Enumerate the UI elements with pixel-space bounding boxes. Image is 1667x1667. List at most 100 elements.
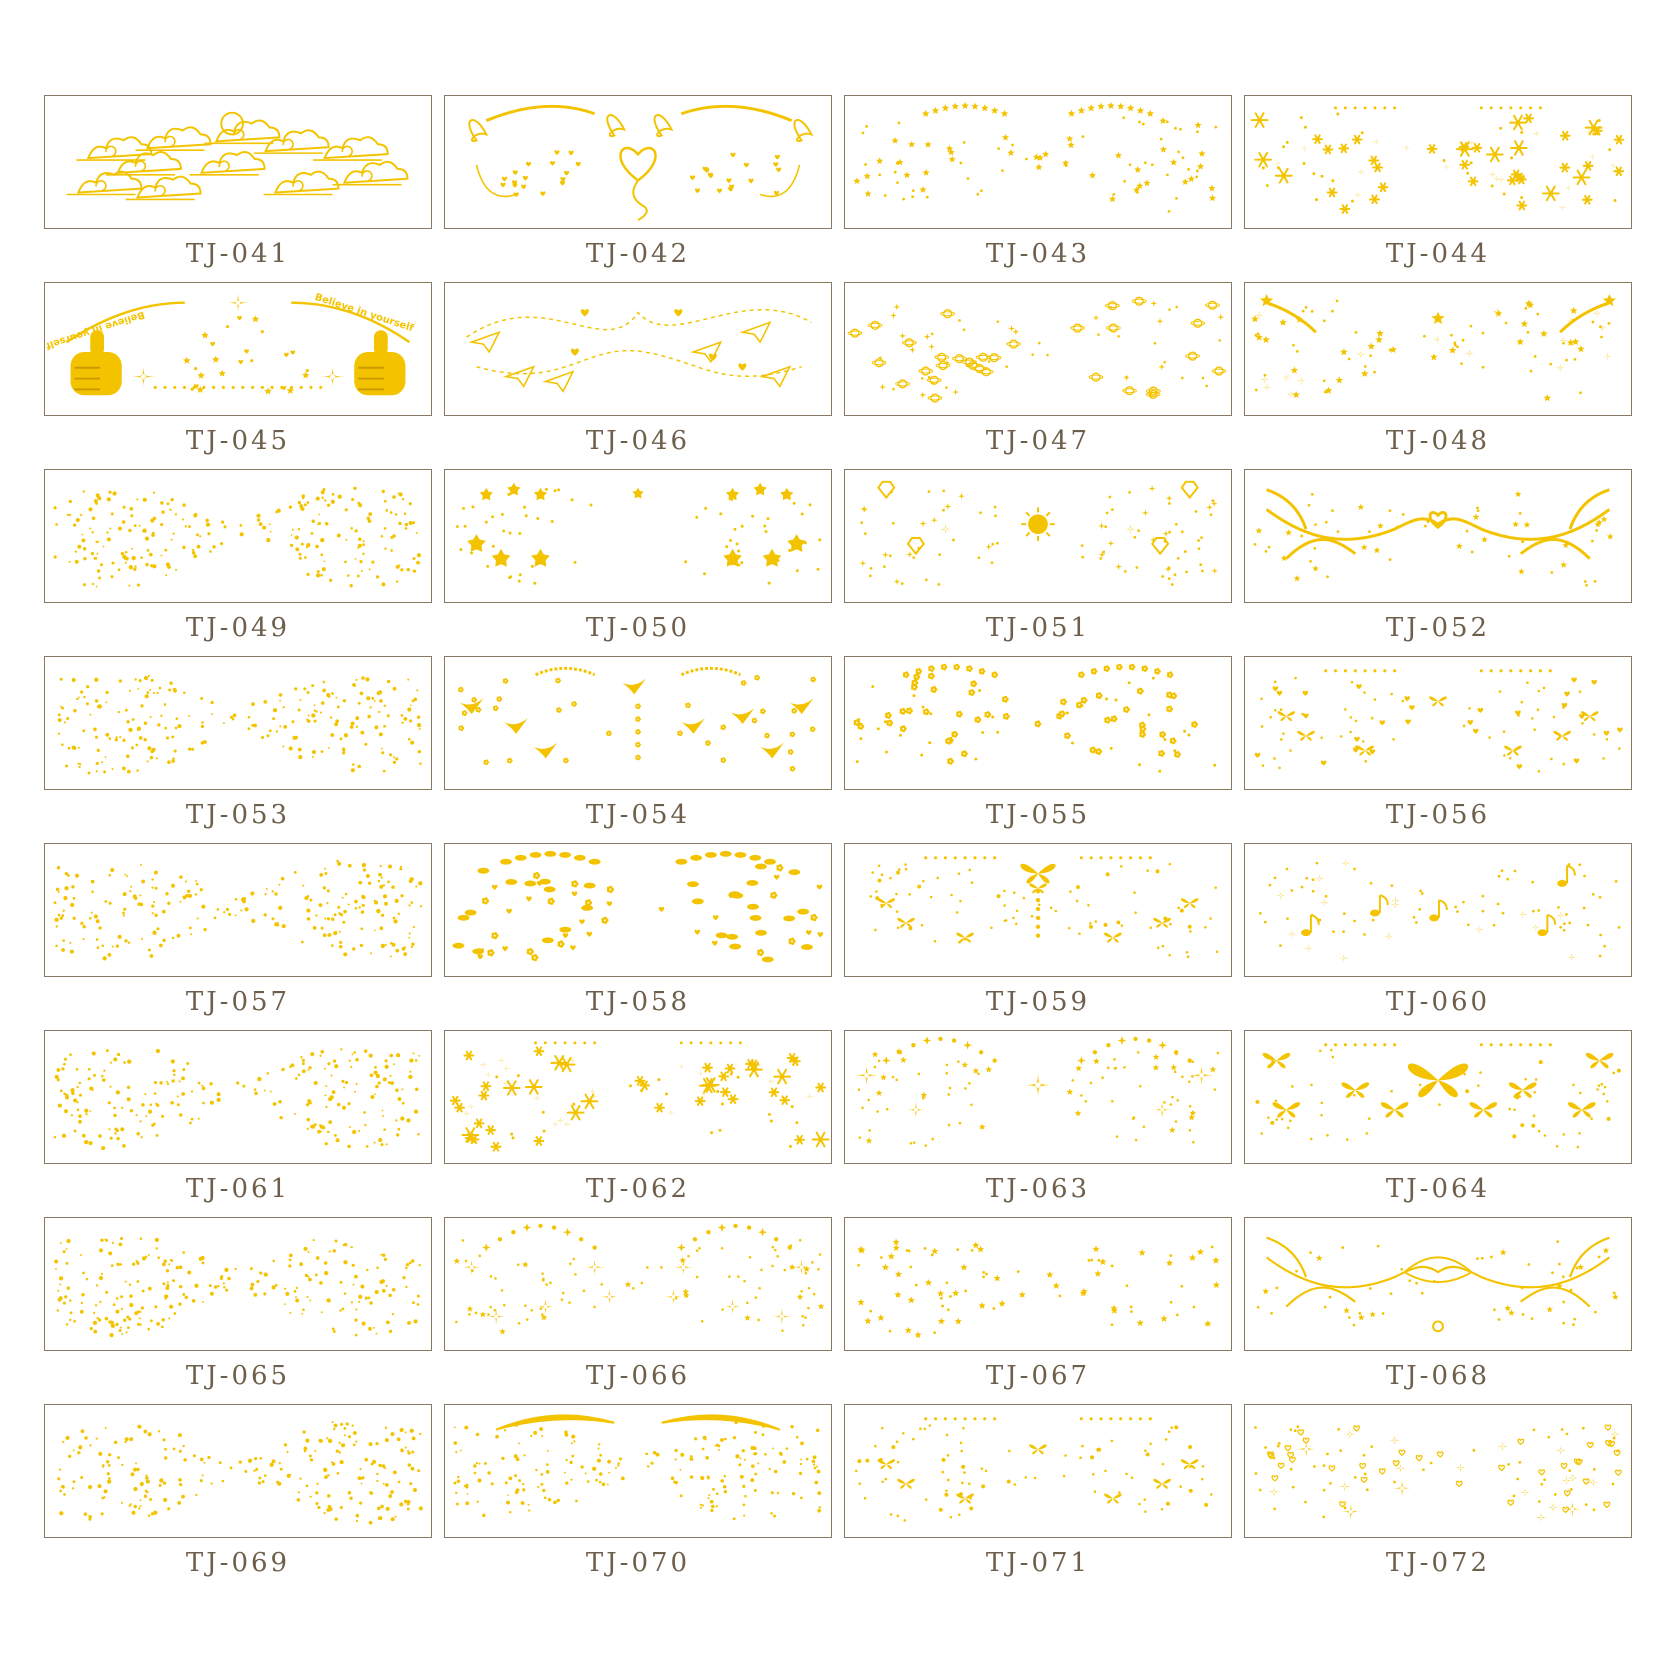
sticker-preview-tj-054[interactable] bbox=[444, 656, 832, 790]
sticker-design bbox=[869, 856, 1219, 958]
sticker-artwork bbox=[54, 1236, 421, 1338]
slogan-right-text: Believe in yourself bbox=[313, 292, 415, 335]
sticker-artwork bbox=[449, 1041, 830, 1152]
sticker-preview-tj-068[interactable] bbox=[1244, 1217, 1632, 1351]
sticker-item: TJ-056 bbox=[1244, 656, 1632, 832]
sticker-preview-tj-045[interactable]: Believe in yourself Believe in yourself bbox=[44, 282, 432, 416]
sticker-artwork bbox=[853, 101, 1218, 213]
sticker-design bbox=[455, 482, 822, 585]
sticker-preview-tj-062[interactable] bbox=[444, 1030, 832, 1164]
sticker-design: Believe in yourself Believe in yourself bbox=[45, 291, 416, 396]
sticker-preview-tj-052[interactable] bbox=[1244, 469, 1632, 603]
sticker-item: TJ-068 bbox=[1244, 1217, 1632, 1393]
sticker-code-label: TJ-050 bbox=[585, 613, 691, 643]
sticker-preview-tj-056[interactable] bbox=[1244, 656, 1632, 790]
sticker-preview-tj-063[interactable] bbox=[844, 1030, 1232, 1164]
sticker-preview-tj-047[interactable] bbox=[844, 282, 1232, 416]
sticker-code-label: TJ-059 bbox=[985, 987, 1091, 1017]
sticker-item: TJ-058 bbox=[444, 843, 832, 1019]
sticker-item: TJ-063 bbox=[844, 1030, 1232, 1206]
sticker-preview-tj-067[interactable] bbox=[844, 1217, 1232, 1351]
sticker-preview-tj-053[interactable] bbox=[44, 656, 432, 790]
sticker-code-label: TJ-061 bbox=[185, 1174, 291, 1204]
sticker-design bbox=[1259, 858, 1621, 963]
sticker-item: TJ-047 bbox=[844, 282, 1232, 458]
sticker-code-label: TJ-072 bbox=[1385, 1548, 1491, 1578]
sticker-item: TJ-042 bbox=[444, 95, 832, 271]
sticker-preview-tj-055[interactable] bbox=[844, 656, 1232, 790]
sticker-item: TJ-065 bbox=[44, 1217, 432, 1393]
sticker-design bbox=[1256, 1236, 1619, 1333]
sticker-artwork bbox=[869, 856, 1219, 958]
sticker-artwork bbox=[66, 111, 409, 201]
sticker-design bbox=[1253, 488, 1614, 587]
sticker-design bbox=[859, 480, 1219, 586]
sticker-design bbox=[847, 296, 1227, 403]
sticker-preview-tj-051[interactable] bbox=[844, 469, 1232, 603]
sticker-preview-tj-043[interactable] bbox=[844, 95, 1232, 229]
sticker-design bbox=[452, 850, 824, 963]
sticker-artwork bbox=[452, 850, 824, 963]
sticker-preview-tj-065[interactable] bbox=[44, 1217, 432, 1351]
sticker-design bbox=[53, 486, 422, 588]
sticker-artwork bbox=[468, 104, 814, 221]
sticker-preview-tj-072[interactable] bbox=[1244, 1404, 1632, 1538]
sticker-item: TJ-048 bbox=[1244, 282, 1632, 458]
sticker-code-label: TJ-067 bbox=[985, 1361, 1091, 1391]
sticker-preview-tj-042[interactable] bbox=[444, 95, 832, 229]
sticker-item: TJ-072 bbox=[1244, 1404, 1632, 1580]
sticker-code-label: TJ-043 bbox=[985, 239, 1091, 269]
sticker-preview-tj-069[interactable] bbox=[44, 1404, 432, 1538]
sticker-preview-tj-060[interactable] bbox=[1244, 843, 1632, 977]
sticker-artwork bbox=[857, 1224, 1220, 1339]
sticker-artwork bbox=[466, 309, 812, 393]
sticker-artwork bbox=[854, 1417, 1213, 1522]
sticker-artwork bbox=[1259, 858, 1621, 963]
sticker-artwork bbox=[453, 1223, 825, 1335]
sticker-design bbox=[57, 1420, 423, 1525]
sticker-code-label: TJ-055 bbox=[985, 800, 1091, 830]
sticker-design bbox=[66, 111, 409, 201]
sticker-preview-tj-070[interactable] bbox=[444, 1404, 832, 1538]
sticker-preview-tj-059[interactable] bbox=[844, 843, 1232, 977]
sticker-preview-tj-041[interactable] bbox=[44, 95, 432, 229]
sticker-preview-tj-058[interactable] bbox=[444, 843, 832, 977]
sticker-item: TJ-049 bbox=[44, 469, 432, 645]
sticker-code-label: TJ-058 bbox=[585, 987, 691, 1017]
sticker-preview-tj-071[interactable] bbox=[844, 1404, 1232, 1538]
sticker-preview-tj-050[interactable] bbox=[444, 469, 832, 603]
sticker-code-label: TJ-047 bbox=[985, 426, 1091, 456]
sticker-code-label: TJ-045 bbox=[185, 426, 291, 456]
sticker-preview-tj-064[interactable] bbox=[1244, 1030, 1632, 1164]
sticker-artwork bbox=[1255, 1043, 1621, 1149]
sticker-preview-tj-049[interactable] bbox=[44, 469, 432, 603]
sticker-code-label: TJ-063 bbox=[985, 1174, 1091, 1204]
sticker-item: TJ-055 bbox=[844, 656, 1232, 832]
sticker-design bbox=[53, 859, 423, 961]
sticker-item: TJ-066 bbox=[444, 1217, 832, 1393]
sticker-preview-tj-046[interactable] bbox=[444, 282, 832, 416]
sticker-preview-tj-066[interactable] bbox=[444, 1217, 832, 1351]
sticker-item: TJ-046 bbox=[444, 282, 832, 458]
sticker-design bbox=[453, 1223, 825, 1335]
sticker-artwork bbox=[57, 674, 422, 775]
sticker-preview-tj-044[interactable] bbox=[1244, 95, 1632, 229]
sticker-preview-tj-048[interactable] bbox=[1244, 282, 1632, 416]
sticker-code-label: TJ-056 bbox=[1385, 800, 1491, 830]
sticker-artwork bbox=[458, 666, 817, 772]
sticker-item: TJ-041 bbox=[44, 95, 432, 271]
sticker-code-label: TJ-060 bbox=[1385, 987, 1491, 1017]
sticker-item: TJ-064 bbox=[1244, 1030, 1632, 1206]
sticker-design bbox=[449, 1041, 830, 1152]
sticker-item: TJ-053 bbox=[44, 656, 432, 832]
sticker-artwork bbox=[1253, 488, 1614, 587]
sticker-item: Believe in yourself Believe in yourself TJ… bbox=[44, 282, 432, 458]
sticker-item: TJ-044 bbox=[1244, 95, 1632, 271]
sticker-preview-tj-057[interactable] bbox=[44, 843, 432, 977]
sticker-artwork bbox=[847, 296, 1227, 403]
sticker-preview-tj-061[interactable] bbox=[44, 1030, 432, 1164]
sticker-code-label: TJ-054 bbox=[585, 800, 691, 830]
sticker-code-label: TJ-048 bbox=[1385, 426, 1491, 456]
sticker-code-label: TJ-070 bbox=[585, 1548, 691, 1578]
sticker-design bbox=[53, 1048, 421, 1151]
